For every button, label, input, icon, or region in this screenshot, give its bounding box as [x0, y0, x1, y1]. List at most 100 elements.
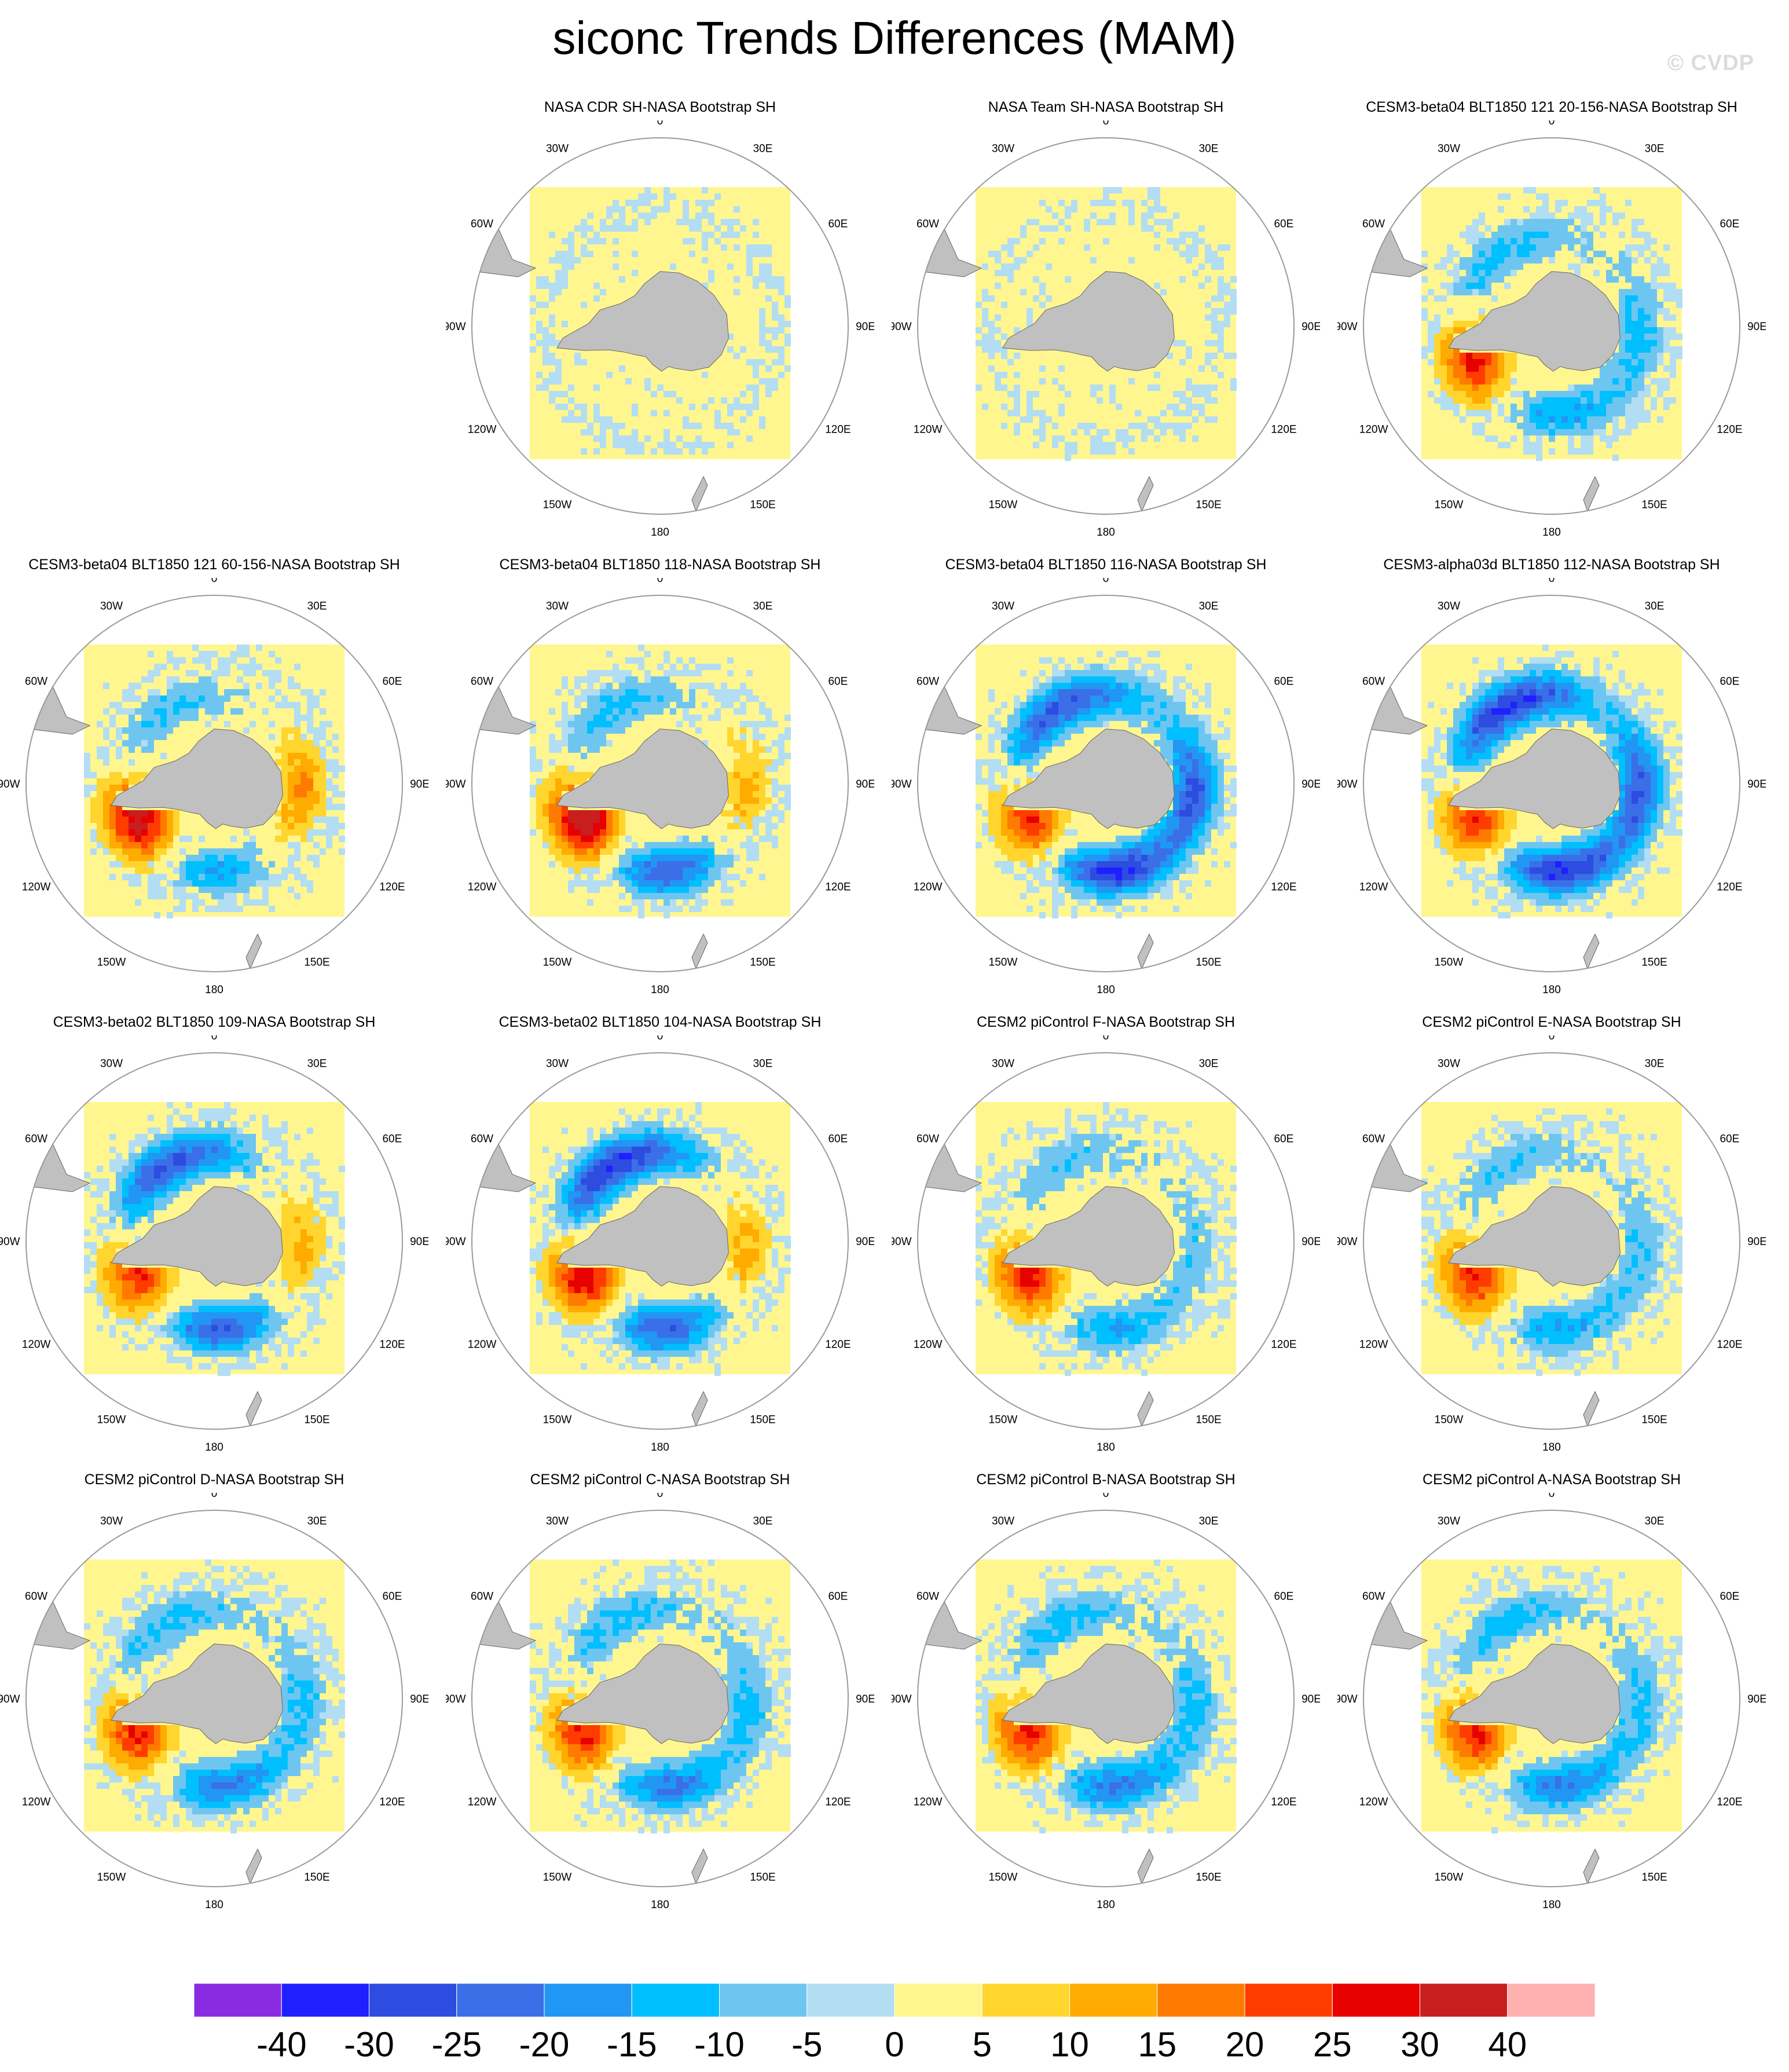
- ice-cell: [759, 702, 765, 708]
- ice-cell: [1568, 263, 1574, 270]
- ice-cell: [1052, 683, 1058, 689]
- ice-cell: [1491, 689, 1498, 695]
- ice-cell: [135, 708, 141, 715]
- ice-cell: [1440, 772, 1447, 778]
- ice-cell: [1612, 213, 1619, 219]
- ice-cell: [727, 887, 734, 893]
- ice-cell: [1103, 874, 1109, 880]
- ice-cell: [1179, 276, 1186, 283]
- ice-cell: [683, 670, 689, 676]
- ice-cell: [619, 829, 625, 836]
- ice-cell: [1472, 372, 1479, 378]
- ice-cell: [1103, 861, 1109, 867]
- ice-cell: [205, 874, 211, 880]
- ice-cell: [1167, 702, 1173, 708]
- ice-cell: [581, 219, 587, 225]
- ice-cell: [1574, 855, 1581, 861]
- ice-cell: [663, 899, 670, 906]
- ice-cell: [160, 708, 167, 715]
- ice-cell: [1479, 702, 1485, 708]
- ice-cell: [734, 708, 740, 715]
- ice-cell: [1033, 276, 1039, 283]
- ice-cell: [1428, 327, 1434, 334]
- ice-cell: [1561, 855, 1568, 861]
- ice-cell: [1600, 372, 1606, 378]
- ice-cell: [613, 702, 619, 708]
- ice-cell: [1663, 867, 1670, 874]
- ice-cell: [97, 746, 103, 753]
- ice-cell: [1625, 740, 1632, 746]
- ice-cell: [1122, 906, 1128, 912]
- ice-cell: [746, 753, 753, 759]
- ice-cell: [1014, 836, 1020, 842]
- ice-cell: [1058, 683, 1065, 689]
- ice-cell: [1179, 887, 1186, 893]
- ice-cell: [995, 810, 1001, 817]
- ice-cell: [1039, 867, 1046, 874]
- ice-cell: [1561, 670, 1568, 676]
- ice-cell: [1218, 340, 1224, 346]
- ice-cell: [160, 874, 167, 880]
- ice-cell: [1116, 404, 1122, 410]
- ice-cell: [1084, 429, 1090, 435]
- ice-cell: [167, 1147, 173, 1153]
- ice-cell: [1447, 804, 1453, 810]
- ice-cell: [1485, 251, 1491, 257]
- ice-cell: [1179, 766, 1186, 772]
- ice-cell: [1485, 670, 1491, 676]
- ice-cell: [663, 702, 670, 708]
- ice-cell: [1555, 206, 1561, 213]
- ice-cell: [1504, 251, 1511, 257]
- lon-label: 30E: [307, 601, 327, 613]
- ice-cell: [753, 365, 759, 372]
- ice-cell: [237, 651, 243, 657]
- ice-cell: [1466, 276, 1472, 283]
- ice-cell: [1077, 842, 1084, 848]
- ice-cell: [1453, 391, 1460, 397]
- ice-cell: [1504, 676, 1511, 683]
- ice-cell: [542, 791, 549, 797]
- ice-cell: [1109, 391, 1116, 397]
- ice-cell: [1612, 435, 1619, 442]
- ice-cell: [1472, 244, 1479, 251]
- ice-cell: [141, 727, 148, 734]
- ice-cell: [702, 867, 708, 874]
- ice-cell: [1549, 225, 1555, 232]
- ice-cell: [1097, 848, 1103, 855]
- ice-cell: [1663, 397, 1670, 404]
- ice-cell: [1186, 378, 1192, 385]
- ice-cell: [1027, 308, 1033, 314]
- ice-cell: [135, 836, 141, 842]
- ice-cell: [1568, 404, 1574, 410]
- ice-cell: [211, 861, 218, 867]
- ice-cell: [218, 906, 224, 912]
- ice-cell: [759, 778, 765, 785]
- ice-cell: [1167, 874, 1173, 880]
- ice-cell: [1612, 695, 1619, 702]
- ice-cell: [1071, 727, 1077, 734]
- ice-cell: [1587, 410, 1593, 416]
- lon-label: 150W: [1435, 499, 1464, 511]
- ice-cell: [1135, 721, 1141, 727]
- ice-cell: [281, 695, 288, 702]
- ice-cell: [619, 423, 625, 429]
- ice-cell: [1593, 676, 1600, 683]
- ice-cell: [173, 689, 179, 695]
- ice-cell: [1479, 708, 1485, 715]
- ice-cell: [606, 689, 613, 695]
- ice-cell: [1485, 727, 1491, 734]
- ice-cell: [1447, 391, 1453, 397]
- ice-cell: [1027, 746, 1033, 753]
- ice-cell: [313, 759, 320, 766]
- ice-cell: [230, 887, 237, 893]
- ice-cell: [1568, 385, 1574, 391]
- ice-cell: [135, 1172, 141, 1178]
- ice-cell: [562, 683, 568, 689]
- ice-cell: [772, 740, 778, 746]
- ice-cell: [1154, 727, 1160, 734]
- ice-cell: [1122, 435, 1128, 442]
- ice-cell: [281, 829, 288, 836]
- ice-cell: [1555, 906, 1561, 912]
- ice-cell: [1033, 702, 1039, 708]
- ice-cell: [135, 772, 141, 778]
